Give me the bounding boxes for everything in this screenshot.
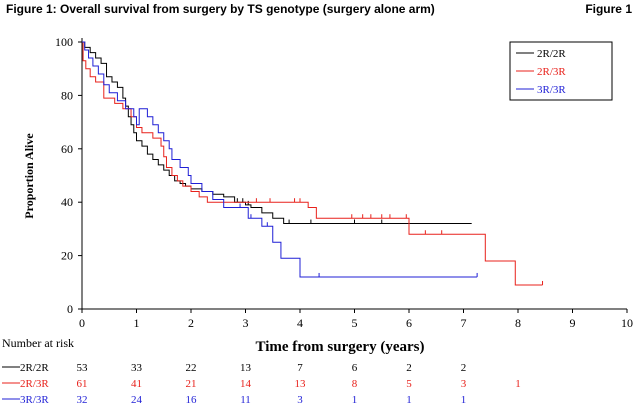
risk-count: 2 bbox=[406, 362, 412, 374]
risk-count: 6 bbox=[352, 362, 358, 374]
y-axis-label: Proportion Alive bbox=[22, 133, 36, 219]
risk-count: 1 bbox=[406, 394, 412, 406]
risk-count: 16 bbox=[186, 394, 198, 406]
x-tick-label: 1 bbox=[134, 316, 140, 330]
risk-count: 3 bbox=[297, 394, 303, 406]
risk-count: 24 bbox=[131, 394, 143, 406]
risk-row-label: 2R/2R bbox=[20, 362, 49, 374]
risk-count: 1 bbox=[461, 394, 467, 406]
y-tick-label: 0 bbox=[67, 302, 73, 316]
risk-count: 21 bbox=[186, 378, 197, 390]
series-line-3R/3R bbox=[82, 41, 478, 278]
risk-count: 32 bbox=[77, 394, 88, 406]
risk-count: 53 bbox=[77, 362, 89, 374]
risk-count: 14 bbox=[240, 378, 252, 390]
legend-label: 2R/3R bbox=[537, 66, 566, 78]
risk-count: 61 bbox=[77, 378, 88, 390]
series-line-2R/2R bbox=[82, 41, 472, 225]
y-tick-label: 80 bbox=[61, 88, 73, 102]
y-tick-label: 100 bbox=[55, 35, 73, 49]
series-line-2R/3R bbox=[82, 41, 543, 286]
x-tick-label: 5 bbox=[352, 316, 358, 330]
x-tick-label: 2 bbox=[188, 316, 194, 330]
risk-count: 13 bbox=[240, 362, 252, 374]
x-tick-label: 0 bbox=[79, 316, 85, 330]
risk-row-label: 3R/3R bbox=[20, 394, 49, 406]
risk-count: 1 bbox=[352, 394, 358, 406]
legend-label: 2R/2R bbox=[537, 48, 566, 60]
figure-title: Figure 1: Overall survival from surgery … bbox=[6, 2, 435, 16]
chart-legend: 2R/2R 2R/3R 3R/3R bbox=[509, 41, 613, 101]
x-tick-label: 7 bbox=[461, 316, 467, 330]
y-tick-label: 40 bbox=[61, 195, 73, 209]
y-tick-label: 60 bbox=[61, 142, 73, 156]
x-axis-label: Time from surgery (years) bbox=[256, 339, 425, 355]
risk-table-title: Number at risk bbox=[2, 336, 74, 350]
x-tick-label: 9 bbox=[570, 316, 576, 330]
x-tick-label: 3 bbox=[243, 316, 249, 330]
x-tick-label: 10 bbox=[621, 316, 633, 330]
chart-series bbox=[82, 41, 544, 286]
risk-count: 13 bbox=[295, 378, 307, 390]
risk-count: 3 bbox=[461, 378, 467, 390]
risk-row-label: 2R/3R bbox=[20, 378, 49, 390]
risk-count: 2 bbox=[461, 362, 467, 374]
figure-label: Figure 1 bbox=[585, 2, 632, 16]
x-tick-label: 4 bbox=[297, 316, 303, 330]
y-tick-label: 20 bbox=[61, 249, 73, 263]
x-tick-label: 6 bbox=[406, 316, 412, 330]
risk-count: 1 bbox=[515, 378, 521, 390]
legend-label: 3R/3R bbox=[537, 84, 566, 96]
risk-count: 5 bbox=[406, 378, 412, 390]
risk-count: 11 bbox=[240, 394, 251, 406]
risk-count: 41 bbox=[131, 378, 142, 390]
x-tick-label: 8 bbox=[515, 316, 521, 330]
risk-count: 22 bbox=[186, 362, 197, 374]
risk-count: 33 bbox=[131, 362, 143, 374]
risk-count: 7 bbox=[297, 362, 303, 374]
risk-count: 8 bbox=[352, 378, 358, 390]
risk-table: Number at risk 2R/2R 53 33 22 13 7 6 2 22R/3R 61 4… bbox=[2, 336, 521, 406]
